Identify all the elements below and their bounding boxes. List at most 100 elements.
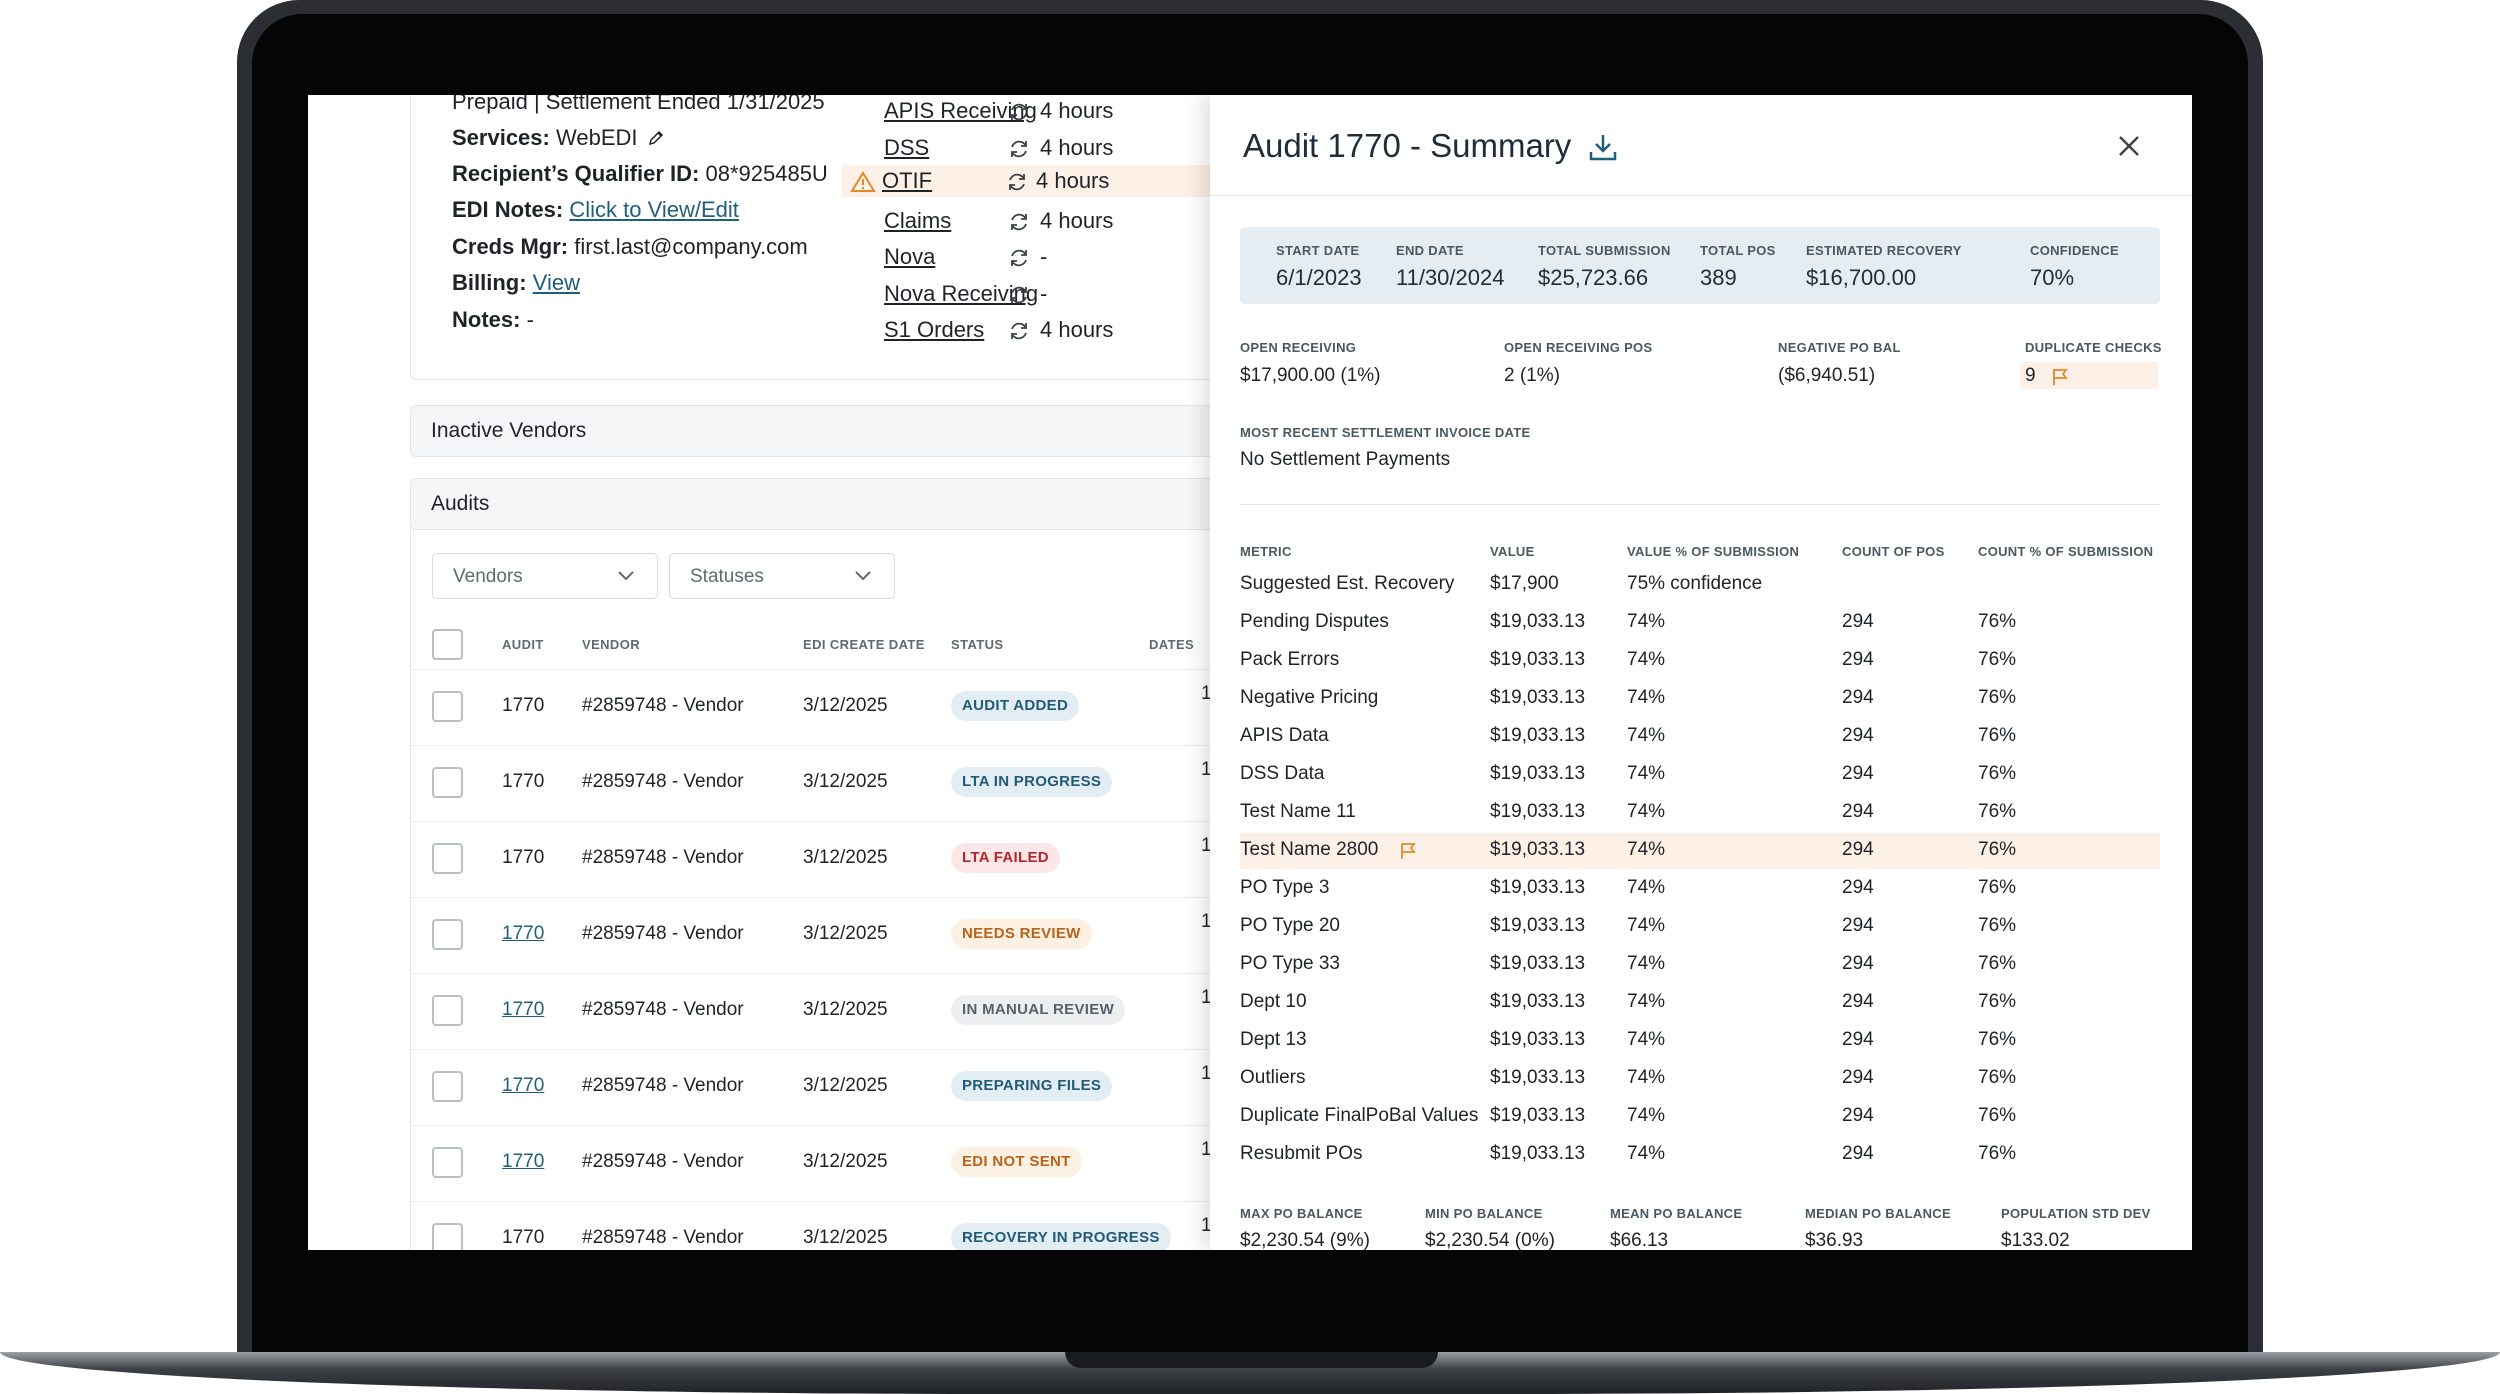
section-title: Audits <box>431 492 490 515</box>
pencil-icon[interactable] <box>648 130 664 146</box>
metric-count-pct: 76% <box>1978 801 2017 822</box>
column-header-vendor[interactable]: VENDOR <box>582 637 641 652</box>
vendors-filter-dropdown[interactable]: Vendors <box>432 553 658 599</box>
metric-value: $19,033.13 <box>1490 915 1586 936</box>
audit-id[interactable]: 1770 <box>502 923 545 944</box>
flag-icon[interactable] <box>2050 367 2070 387</box>
audit-id[interactable]: 1770 <box>502 1151 545 1172</box>
audit-id[interactable]: 1770 <box>502 1075 545 1096</box>
flag-icon[interactable] <box>1398 841 1418 861</box>
divider <box>1240 504 2160 505</box>
feed-nova-receiving[interactable]: Nova Receiving - <box>874 278 1274 310</box>
edi-create-date: 3/12/2025 <box>803 999 888 1020</box>
feed-apis-receiving[interactable]: APIS Receiving 4 hours <box>874 95 1274 127</box>
balance-label-mean: MEAN PO BALANCE <box>1610 1206 1743 1221</box>
feed-name[interactable]: S1 Orders <box>884 317 985 342</box>
statuses-filter-dropdown[interactable]: Statuses <box>669 553 895 599</box>
balance-value-std-dev: $133.02 <box>2001 1230 2070 1250</box>
edi-notes-link[interactable]: Click to View/Edit <box>569 197 739 222</box>
feed-otif[interactable]: OTIF 4 hours <box>842 165 1274 197</box>
row-checkbox[interactable] <box>432 995 463 1026</box>
services-value: WebEDI <box>555 125 638 150</box>
creds-value: first.last@company.com <box>574 234 808 259</box>
close-icon[interactable] <box>2116 133 2142 159</box>
edi-notes-row: EDI Notes: Click to View/Edit <box>452 197 739 223</box>
row-divider <box>410 745 1230 746</box>
metric-value: $19,033.13 <box>1490 991 1586 1012</box>
row-checkbox[interactable] <box>432 1071 463 1102</box>
metric-name: Suggested Est. Recovery <box>1240 573 1455 594</box>
select-all-checkbox[interactable] <box>432 629 463 660</box>
status-badge: EDI NOT SENT <box>951 1147 1082 1177</box>
metric-row: Pending Disputes $19,033.13 74% 294 76% <box>1240 605 2160 641</box>
feed-s1-orders[interactable]: S1 Orders 4 hours <box>874 314 1274 346</box>
metric-count-pct: 76% <box>1978 687 2017 708</box>
feed-name[interactable]: OTIF <box>882 168 933 193</box>
column-header-edi-create-date[interactable]: EDI CREATE DATE <box>803 637 925 652</box>
dates-cell-partial: 1 <box>1201 1215 1212 1236</box>
audit-id: 1770 <box>502 847 545 868</box>
summary-label-total-pos: TOTAL POS <box>1700 243 1776 258</box>
metric-count-pct: 76% <box>1978 1105 2017 1126</box>
dates-cell-partial: 1 <box>1201 987 1212 1008</box>
audit-id[interactable]: 1770 <box>502 999 545 1020</box>
dates-cell-partial: 1 <box>1201 1139 1212 1160</box>
audit-id: 1770 <box>502 695 545 716</box>
row-divider <box>410 669 1230 670</box>
row-checkbox[interactable] <box>432 1223 463 1250</box>
status-badge: LTA IN PROGRESS <box>951 767 1113 797</box>
row-checkbox[interactable] <box>432 843 463 874</box>
dates-cell-partial: 1 <box>1201 911 1212 932</box>
table-header-value-pct: VALUE % OF SUBMISSION <box>1627 544 1800 559</box>
feed-name[interactable]: Claims <box>884 208 952 233</box>
metric-name: Test Name 11 <box>1240 801 1356 822</box>
metric-row: Dept 10 $19,033.13 74% 294 76% <box>1240 985 2160 1021</box>
audit-id: 1770 <box>502 1227 545 1248</box>
row-checkbox[interactable] <box>432 919 463 950</box>
row-checkbox[interactable] <box>432 691 463 722</box>
feed-dss[interactable]: DSS 4 hours <box>874 132 1274 164</box>
feed-status: 4 hours <box>1040 135 1114 160</box>
billing-link[interactable]: View <box>532 270 580 295</box>
metric-name: Dept 10 <box>1240 991 1307 1012</box>
drawer-title: Audit 1770 - Summary <box>1243 127 1572 164</box>
metric-value: $19,033.13 <box>1490 953 1586 974</box>
feed-claims[interactable]: Claims 4 hours <box>874 205 1274 237</box>
feed-nova[interactable]: Nova - <box>874 241 1274 273</box>
metric-value: $19,033.13 <box>1490 839 1586 860</box>
download-icon[interactable] <box>1586 130 1620 164</box>
metric-count: 294 <box>1842 611 1874 632</box>
column-header-audit[interactable]: AUDIT <box>502 637 544 652</box>
metric-value-pct: 74% <box>1627 763 1666 784</box>
inactive-vendors-section[interactable]: Inactive Vendors <box>410 405 1270 457</box>
row-checkbox[interactable] <box>432 767 463 798</box>
column-header-status[interactable]: STATUS <box>951 637 1004 652</box>
metric-count: 294 <box>1842 1143 1874 1164</box>
balance-value-min: $2,230.54 (0%) <box>1425 1230 1555 1250</box>
metric-row: Duplicate FinalPoBal Values $19,033.13 74%… <box>1240 1099 2160 1135</box>
metric-label-open-receiving-pos: OPEN RECEIVING POS <box>1504 340 1653 355</box>
row-checkbox[interactable] <box>432 1147 463 1178</box>
qualifier-value: 08*925485U <box>705 161 828 186</box>
audit-id: 1770 <box>502 771 545 792</box>
table-header-value: VALUE <box>1490 544 1535 559</box>
edi-create-date: 3/12/2025 <box>803 847 888 868</box>
column-header-dates[interactable]: DATES <box>1149 637 1195 652</box>
metric-value-pct: 74% <box>1627 877 1666 898</box>
status-badge: NEEDS REVIEW <box>951 919 1092 949</box>
metric-count: 294 <box>1842 1029 1874 1050</box>
metric-row: Dept 13 $19,033.13 74% 294 76% <box>1240 1023 2160 1059</box>
metric-count-pct: 76% <box>1978 1067 2017 1088</box>
sync-icon <box>1011 213 1027 231</box>
metric-count-pct: 76% <box>1978 1029 2017 1050</box>
metric-row: PO Type 3 $19,033.13 74% 294 76% <box>1240 871 2160 907</box>
notes-label: Notes: <box>452 307 521 332</box>
qualifier-label: Recipient’s Qualifier ID: <box>452 161 700 186</box>
feed-name[interactable]: Nova <box>884 244 936 269</box>
settlement-label: MOST RECENT SETTLEMENT INVOICE DATE <box>1240 425 1531 440</box>
vendor-name: #2859748 - Vendor <box>582 923 744 944</box>
metric-count: 294 <box>1842 725 1874 746</box>
audits-section[interactable]: Audits <box>410 478 1270 530</box>
feed-name[interactable]: DSS <box>884 135 930 160</box>
metric-value-pct: 74% <box>1627 725 1666 746</box>
